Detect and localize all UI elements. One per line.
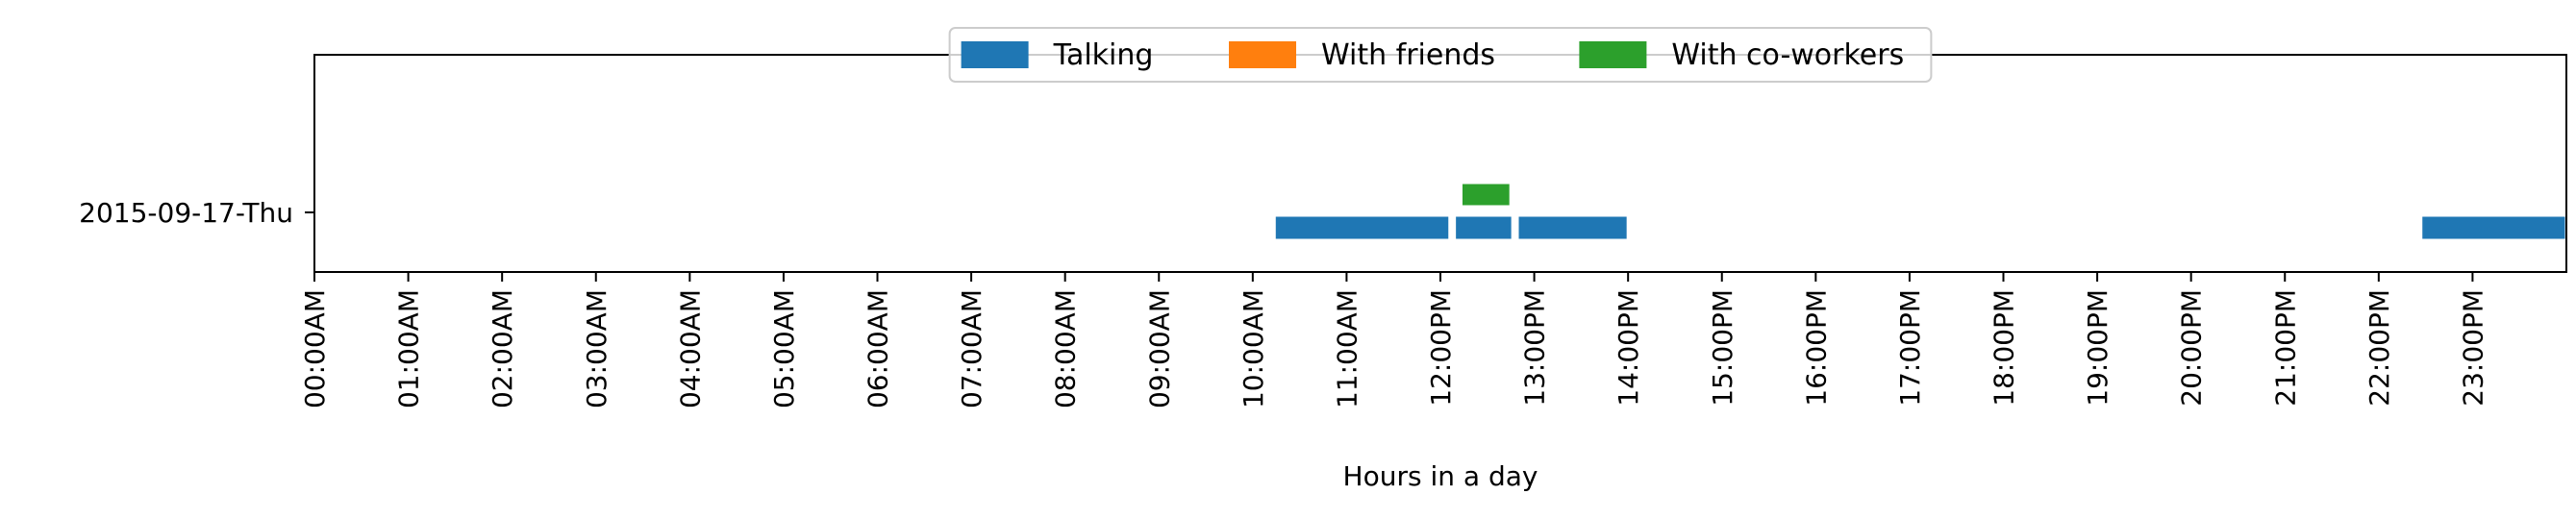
x-tick-label: 07:00AM — [956, 289, 988, 408]
legend-label-with-co-workers: With co-workers — [1671, 38, 1904, 72]
x-tick-label: 17:00PM — [1894, 289, 1926, 407]
x-tick-label: 13:00PM — [1519, 289, 1551, 407]
x-tick-label: 18:00PM — [1988, 289, 2020, 407]
x-tick-label: 01:00AM — [393, 289, 425, 408]
legend-label-with-friends: With friends — [1321, 38, 1495, 72]
x-tick-label: 12:00PM — [1425, 289, 1457, 407]
x-tick-label: 05:00AM — [768, 289, 800, 408]
bar-talking-2 — [1515, 213, 1630, 242]
x-axis-label: Hours in a day — [1343, 460, 1538, 492]
x-tick-label: 03:00AM — [581, 289, 613, 408]
legend: Talking With friends With co-workers — [948, 27, 1933, 83]
x-tick-label: 10:00AM — [1238, 289, 1269, 408]
plot-area — [1272, 181, 2568, 242]
x-tick-label: 21:00PM — [2269, 289, 2301, 407]
x-tick-label: 15:00PM — [1707, 289, 1738, 407]
legend-swatch-with-friends — [1229, 41, 1296, 68]
x-tick-label: 23:00PM — [2457, 289, 2488, 407]
x-tick-label: 16:00PM — [1800, 289, 1832, 407]
bar-talking-0 — [1272, 213, 1452, 242]
legend-swatch-talking — [961, 41, 1029, 68]
x-tick-label: 08:00AM — [1050, 289, 1082, 408]
x-tick-label: 22:00PM — [2363, 289, 2395, 407]
bar-with-co-workers-0 — [1459, 181, 1513, 209]
legend-swatch-with-co-workers — [1579, 41, 1647, 68]
x-tick-label: 06:00AM — [863, 289, 894, 408]
bar-talking-1 — [1453, 213, 1514, 242]
x-tick-label: 14:00PM — [1613, 289, 1644, 407]
x-tick-label: 11:00AM — [1331, 289, 1363, 408]
x-tick-label: 19:00PM — [2082, 289, 2113, 407]
bar-talking-3 — [2419, 213, 2568, 242]
x-tick-label: 00:00AM — [299, 289, 331, 408]
axes: 2015-09-17-Thu 00:00AM 01:00AM 02:00AM 03:00… — [79, 54, 2567, 408]
y-tick-label: 2015-09-17-Thu — [79, 197, 293, 229]
x-tick-label: 04:00AM — [674, 289, 706, 408]
x-tick-label: 09:00AM — [1143, 289, 1175, 408]
legend-box — [948, 27, 1933, 83]
x-tick-label: 20:00PM — [2176, 289, 2208, 407]
x-tick-label: 02:00AM — [487, 289, 518, 408]
legend-label-talking: Talking — [1053, 38, 1154, 72]
